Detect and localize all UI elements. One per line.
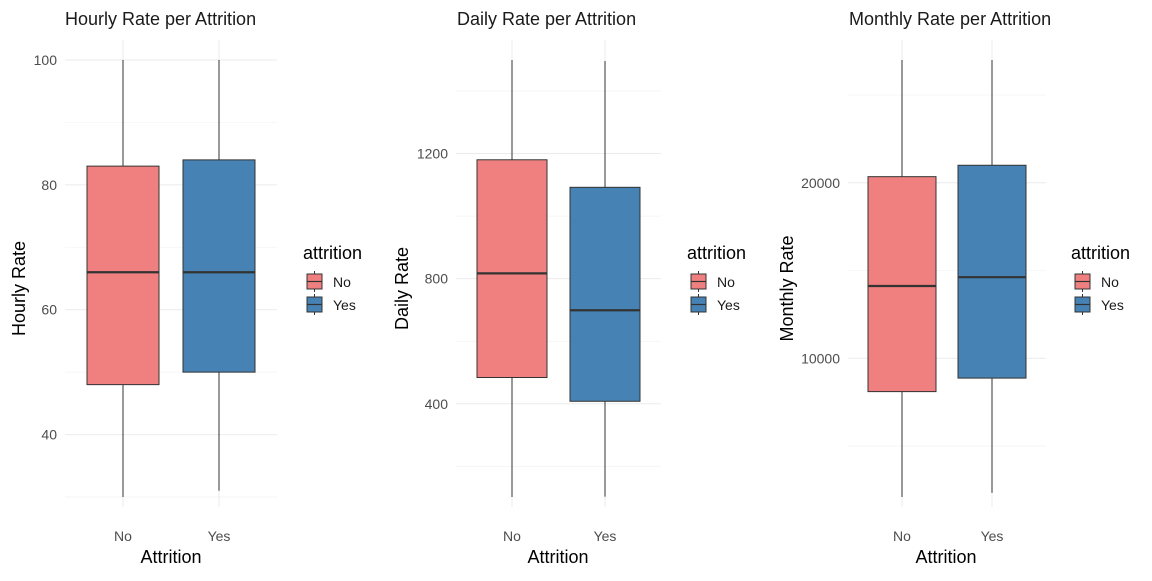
legend-title: attrition xyxy=(303,243,362,263)
y-tick-label: 10000 xyxy=(801,350,840,366)
box-yes xyxy=(569,60,641,497)
y-tick-label: 60 xyxy=(41,302,57,318)
y-tick-label: 40 xyxy=(41,427,57,443)
box-yes xyxy=(182,60,256,491)
box-body xyxy=(957,164,1027,379)
y-axis-title: Hourly Rate xyxy=(9,241,29,336)
legend-entry-yes: Yes xyxy=(306,294,356,315)
legend-entry-no: No xyxy=(306,271,351,292)
x-tick-label: No xyxy=(503,528,521,544)
y-tick-label: 80 xyxy=(41,177,57,193)
box-body xyxy=(182,159,256,373)
y-tick-label: 1200 xyxy=(417,146,448,162)
chart-title: Monthly Rate per Attrition xyxy=(849,9,1051,29)
chart-panel-1: 40 60 80 100 No Yes Hourly Rate per Attrition A… xyxy=(9,9,362,567)
legend: attrition No Yes xyxy=(1071,243,1130,315)
legend-label: No xyxy=(717,274,735,290)
legend: attrition No Yes xyxy=(687,243,746,315)
y-tick-label: 400 xyxy=(425,396,449,412)
x-axis-title: Attrition xyxy=(527,547,588,567)
y-tick-label: 20000 xyxy=(801,175,840,191)
x-tick-label: No xyxy=(893,528,911,544)
box-yes xyxy=(957,60,1027,493)
chart-title: Daily Rate per Attrition xyxy=(457,9,636,29)
chart-panel-2: 400 800 1200 No Yes Daily Rate per Attrition A… xyxy=(392,9,746,567)
x-tick-label: Yes xyxy=(594,528,617,544)
box-no xyxy=(86,60,160,497)
legend-title: attrition xyxy=(1071,243,1130,263)
legend-label: Yes xyxy=(333,297,356,313)
x-axis-title: Attrition xyxy=(915,547,976,567)
box-body xyxy=(476,159,548,379)
legend-label: No xyxy=(1101,274,1119,290)
box-no xyxy=(867,60,937,497)
box-body xyxy=(86,165,160,386)
legend-entry-no: No xyxy=(1074,271,1119,292)
box-body xyxy=(569,186,641,402)
box-body xyxy=(867,176,937,393)
chart-title: Hourly Rate per Attrition xyxy=(65,9,256,29)
x-tick-label: Yes xyxy=(208,528,231,544)
legend-label: No xyxy=(333,274,351,290)
x-tick-label: No xyxy=(114,528,132,544)
y-axis-title: Monthly Rate xyxy=(777,235,797,341)
legend-label: Yes xyxy=(1101,297,1124,313)
legend-entry-no: No xyxy=(690,271,735,292)
legend-entry-yes: Yes xyxy=(690,294,740,315)
y-tick-label: 800 xyxy=(425,271,449,287)
legend-title: attrition xyxy=(687,243,746,263)
x-tick-label: Yes xyxy=(981,528,1004,544)
chart-panel-3: 10000 20000 No Yes Monthly Rate per Attritio… xyxy=(777,9,1130,567)
y-axis-title: Daily Rate xyxy=(392,247,412,330)
legend: attrition No Yes xyxy=(303,243,362,315)
legend-entry-yes: Yes xyxy=(1074,294,1124,315)
box-no xyxy=(476,60,548,497)
y-tick-label: 100 xyxy=(34,52,58,68)
x-axis-title: Attrition xyxy=(140,547,201,567)
legend-label: Yes xyxy=(717,297,740,313)
